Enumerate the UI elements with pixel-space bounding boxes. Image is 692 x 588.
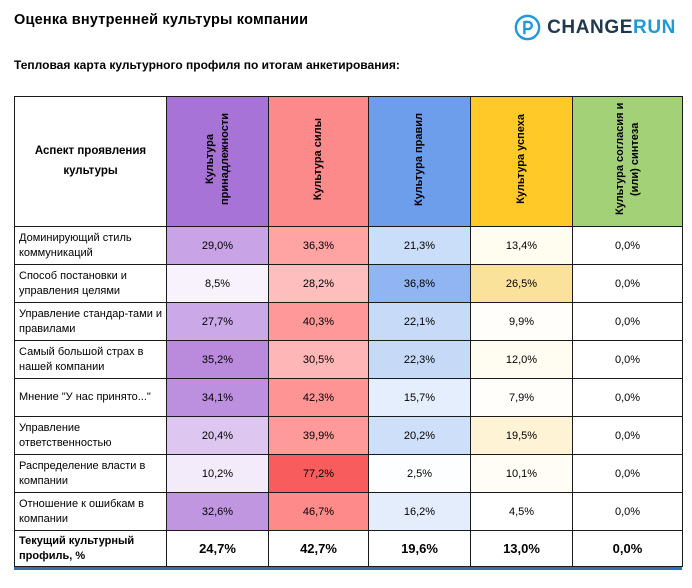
value-cell: 0,0% bbox=[572, 454, 683, 493]
column-header-label: Культура согласия и (или) синтеза bbox=[613, 102, 641, 216]
report-page: Оценка внутренней культуры компании CHAN… bbox=[14, 12, 683, 570]
value-cell: 36,3% bbox=[268, 226, 369, 265]
value-cell: 0,0% bbox=[572, 226, 683, 265]
value-cell: 7,9% bbox=[470, 378, 573, 417]
column-header-label: Культура принадлежности bbox=[203, 113, 231, 205]
value-cell: 12,0% bbox=[470, 340, 573, 379]
row-label: Доминирующий стиль коммуникаций bbox=[14, 226, 167, 265]
value-cell: 39,9% bbox=[268, 416, 369, 455]
row-label: Распределение власти в компании bbox=[14, 454, 167, 493]
value-cell: 26,5% bbox=[470, 264, 573, 303]
value-cell: 20,2% bbox=[368, 416, 471, 455]
table-row: Отношение к ошибкам в компании 32,6% 46,7%… bbox=[14, 492, 683, 531]
changerun-logo: CHANGERUN bbox=[514, 14, 676, 41]
value-cell: 10,2% bbox=[166, 454, 269, 493]
value-cell: 13,0% bbox=[470, 530, 573, 567]
table-body: Доминирующий стиль коммуникаций 29,0% 36,3… bbox=[14, 226, 683, 567]
value-cell: 19,6% bbox=[368, 530, 471, 567]
column-header-5: Культура согласия и (или) синтеза bbox=[572, 96, 683, 227]
accent-line bbox=[14, 567, 682, 570]
value-cell: 34,1% bbox=[166, 378, 269, 417]
value-cell: 29,0% bbox=[166, 226, 269, 265]
value-cell: 35,2% bbox=[166, 340, 269, 379]
value-cell: 0,0% bbox=[572, 378, 683, 417]
row-label: Самый большой страх в нашей компании bbox=[14, 340, 167, 379]
value-cell: 24,7% bbox=[166, 530, 269, 567]
value-cell: 77,2% bbox=[268, 454, 369, 493]
table-row: Мнение "У нас принято..." 34,1% 42,3% 15,7%… bbox=[14, 378, 683, 417]
value-cell: 2,5% bbox=[368, 454, 471, 493]
value-cell: 13,4% bbox=[470, 226, 573, 265]
column-header-label: Культура правил bbox=[413, 112, 426, 206]
column-header-1: Культура принадлежности bbox=[166, 96, 269, 227]
logo-text-change: CHANGE bbox=[547, 17, 634, 38]
column-header-label: Культура силы bbox=[312, 117, 325, 201]
value-cell: 0,0% bbox=[572, 492, 683, 531]
changerun-logo-icon bbox=[514, 14, 541, 41]
value-cell: 42,7% bbox=[268, 530, 369, 567]
column-header-label: Культура успеха bbox=[515, 114, 528, 204]
value-cell: 32,6% bbox=[166, 492, 269, 531]
page-title: Оценка внутренней культуры компании bbox=[14, 12, 309, 28]
value-cell: 27,7% bbox=[166, 302, 269, 341]
value-cell: 8,5% bbox=[166, 264, 269, 303]
value-cell: 0,0% bbox=[572, 264, 683, 303]
value-cell: 40,3% bbox=[268, 302, 369, 341]
column-header-3: Культура правил bbox=[368, 96, 471, 227]
value-cell: 4,5% bbox=[470, 492, 573, 531]
value-cell: 10,1% bbox=[470, 454, 573, 493]
value-cell: 30,5% bbox=[268, 340, 369, 379]
table-row: Управление ответственностью 20,4% 39,9% 20,… bbox=[14, 416, 683, 455]
subtitle: Тепловая карта культурного профиля по ит… bbox=[14, 58, 400, 72]
changerun-wordmark: CHANGERUN bbox=[547, 18, 676, 37]
value-cell: 0,0% bbox=[572, 416, 683, 455]
table-row: Распределение власти в компании 10,2% 77,2… bbox=[14, 454, 683, 493]
value-cell: 21,3% bbox=[368, 226, 471, 265]
row-label: Управление ответственностью bbox=[14, 416, 167, 455]
table-row: Управление стандар-тами и правилами 27,7%… bbox=[14, 302, 683, 341]
row-label: Управление стандар-тами и правилами bbox=[14, 302, 167, 341]
value-cell: 28,2% bbox=[268, 264, 369, 303]
value-cell: 0,0% bbox=[572, 340, 683, 379]
column-header-4: Культура успеха bbox=[470, 96, 573, 227]
value-cell: 22,3% bbox=[368, 340, 471, 379]
logo-text-run: RUN bbox=[633, 17, 676, 38]
table-row: Способ постановки и управления целями 8,5… bbox=[14, 264, 683, 303]
value-cell: 0,0% bbox=[572, 302, 683, 341]
header-row: Аспект проявления культуры Культура прин… bbox=[14, 96, 683, 227]
corner-header: Аспект проявления культуры bbox=[14, 96, 167, 227]
row-label: Мнение "У нас принято..." bbox=[14, 378, 167, 417]
value-cell: 16,2% bbox=[368, 492, 471, 531]
value-cell: 36,8% bbox=[368, 264, 471, 303]
value-cell: 0,0% bbox=[572, 530, 683, 567]
row-label: Отношение к ошибкам в компании bbox=[14, 492, 167, 531]
column-header-2: Культура силы bbox=[268, 96, 369, 227]
value-cell: 46,7% bbox=[268, 492, 369, 531]
table-row: Доминирующий стиль коммуникаций 29,0% 36,3… bbox=[14, 226, 683, 265]
value-cell: 42,3% bbox=[268, 378, 369, 417]
table-row: Самый большой страх в нашей компании 35,2… bbox=[14, 340, 683, 379]
heatmap-table: Аспект проявления культуры Культура прин… bbox=[14, 96, 683, 567]
value-cell: 19,5% bbox=[470, 416, 573, 455]
total-row: Текущий культурный профиль, % 24,7% 42,7% 1… bbox=[14, 530, 683, 567]
value-cell: 22,1% bbox=[368, 302, 471, 341]
value-cell: 15,7% bbox=[368, 378, 471, 417]
row-label: Способ постановки и управления целями bbox=[14, 264, 167, 303]
value-cell: 9,9% bbox=[470, 302, 573, 341]
value-cell: 20,4% bbox=[166, 416, 269, 455]
total-row-label: Текущий культурный профиль, % bbox=[14, 530, 167, 567]
